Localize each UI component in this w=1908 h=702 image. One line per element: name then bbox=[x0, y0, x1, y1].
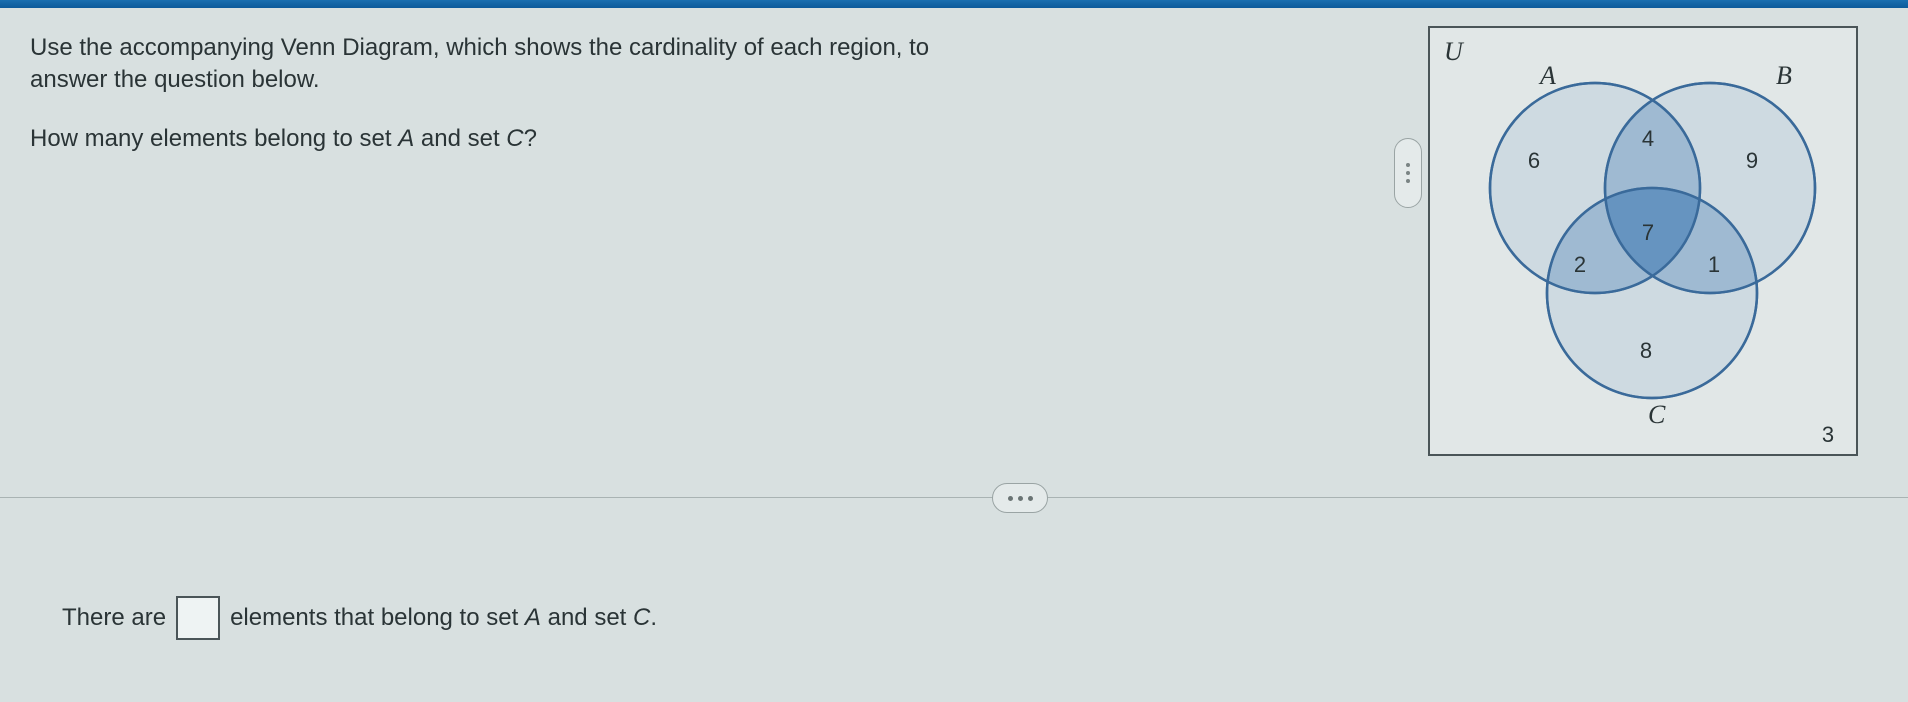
answer-suffix: elements that belong to set A and set C. bbox=[230, 604, 657, 632]
window-top-bar bbox=[0, 0, 1908, 8]
ans-set1: A bbox=[525, 604, 541, 631]
answer-input[interactable] bbox=[176, 596, 220, 640]
venn-diagram: U A B C 6 9 8 4 2 1 7 3 bbox=[1430, 28, 1860, 458]
content-row: Use the accompanying Venn Diagram, which… bbox=[0, 8, 1908, 498]
venn-value-BC: 1 bbox=[1708, 252, 1720, 277]
venn-value-A_only: 6 bbox=[1528, 148, 1540, 173]
ans-end: . bbox=[650, 604, 657, 631]
instruction-line2: answer the question below. bbox=[30, 66, 320, 93]
ans-mid: and set bbox=[541, 604, 633, 631]
instruction-line1: Use the accompanying Venn Diagram, which… bbox=[30, 34, 929, 61]
venn-value-B_only: 9 bbox=[1746, 148, 1758, 173]
question-text: How many elements belong to set A and se… bbox=[30, 123, 1378, 155]
venn-value-outside: 3 bbox=[1822, 422, 1834, 447]
ans-suf-a: elements that belong to set bbox=[230, 604, 525, 631]
venn-value-AC: 2 bbox=[1574, 252, 1586, 277]
venn-value-ABC: 7 bbox=[1642, 220, 1654, 245]
ans-set2: C bbox=[633, 604, 650, 631]
q-set2: C bbox=[506, 125, 523, 152]
horizontal-separator bbox=[0, 498, 1908, 528]
q-prefix: How many elements belong to set bbox=[30, 125, 398, 152]
venn-label-C: C bbox=[1648, 400, 1666, 429]
pane-resize-handle-vertical[interactable] bbox=[1394, 138, 1422, 208]
venn-value-AB: 4 bbox=[1642, 126, 1654, 151]
venn-value-C_only: 8 bbox=[1640, 338, 1652, 363]
venn-label-B: B bbox=[1776, 61, 1792, 90]
q-suffix: ? bbox=[524, 125, 537, 152]
venn-diagram-container: U A B C 6 9 8 4 2 1 7 3 bbox=[1428, 26, 1858, 456]
venn-label-U: U bbox=[1444, 37, 1465, 66]
answer-area: There are elements that belong to set A … bbox=[0, 528, 1908, 650]
q-set1: A bbox=[398, 125, 414, 152]
venn-label-A: A bbox=[1538, 61, 1556, 90]
question-pane: Use the accompanying Venn Diagram, which… bbox=[0, 8, 1408, 497]
q-mid: and set bbox=[414, 125, 506, 152]
separator-expand-handle[interactable] bbox=[992, 483, 1048, 513]
answer-prefix: There are bbox=[62, 604, 166, 632]
diagram-pane: U A B C 6 9 8 4 2 1 7 3 bbox=[1408, 8, 1908, 497]
instruction-text: Use the accompanying Venn Diagram, which… bbox=[30, 32, 1378, 97]
